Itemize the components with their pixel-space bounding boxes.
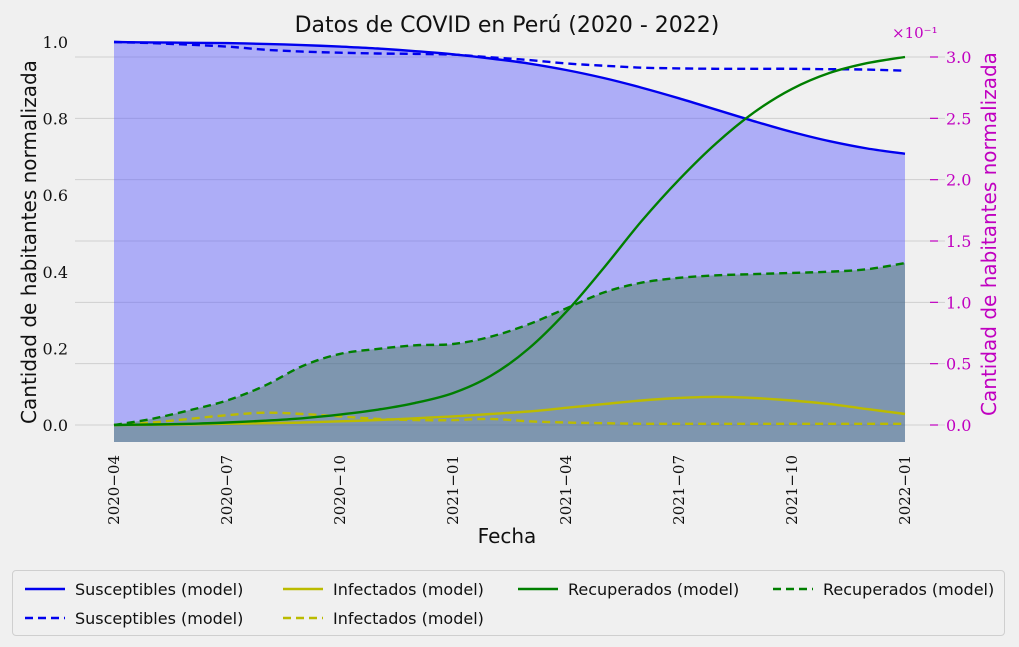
- left-y-tick-label: 0.4: [43, 263, 68, 282]
- legend-label: Susceptibles (model): [75, 608, 244, 628]
- legend-swatch: [25, 587, 65, 591]
- legend-label: Infectados (model): [333, 608, 484, 628]
- x-tick-label: 2022−01: [896, 455, 914, 525]
- series-line-3: [113, 411, 905, 427]
- legend-swatch: [518, 587, 558, 591]
- left-y-tick-label: 0.2: [43, 339, 68, 358]
- right-y-tick-label: 0.5: [946, 355, 971, 374]
- series-fill-0: [114, 42, 905, 442]
- x-tick-label: 2021−01: [444, 455, 462, 525]
- left-y-ticks: 0.0 0.2 0.4 0.6 0.8 1.0: [43, 33, 68, 435]
- legend-label: Recuperados (model): [568, 579, 740, 599]
- series-lines: [113, 40, 906, 427]
- series-line-5: [113, 261, 906, 427]
- x-tick-label: 2020−10: [331, 455, 349, 525]
- x-tick-label: 2021−10: [783, 455, 801, 525]
- legend: Susceptibles (model) Susceptibles (model)…: [12, 570, 1005, 636]
- x-axis-label: Fecha: [478, 524, 537, 548]
- right-y-tick-label: 2.5: [946, 109, 971, 128]
- right-y-tick-label: 2.0: [946, 171, 971, 190]
- legend-swatch: [773, 587, 813, 591]
- x-tick-label: 2020−07: [218, 455, 236, 525]
- right-y-tick-label: 1.0: [946, 293, 971, 312]
- legend-item: Recuperados (model): [773, 577, 994, 601]
- legend-item: Susceptibles (model): [25, 577, 243, 601]
- legend-label: Susceptibles (model): [75, 579, 244, 599]
- gridlines: [75, 56, 945, 426]
- legend-label: Infectados (model): [333, 579, 484, 599]
- legend-item: Infectados (model): [283, 577, 484, 601]
- right-y-tick-label: 1.5: [946, 232, 971, 251]
- left-y-tick-label: 0.0: [43, 416, 68, 435]
- area-fills: [114, 42, 905, 442]
- right-axis-multiplier: ×10⁻¹: [892, 24, 938, 42]
- legend-swatch: [283, 616, 323, 620]
- left-y-tick-label: 0.6: [43, 186, 68, 205]
- chart-title: Datos de COVID en Perú (2020 - 2022): [295, 13, 720, 38]
- x-tick-label: 2021−04: [557, 455, 575, 525]
- series-line-2: [113, 395, 906, 427]
- legend-swatch: [25, 616, 65, 620]
- left-y-tick-label: 1.0: [43, 33, 68, 52]
- right-y-tick-label: 3.0: [946, 48, 971, 67]
- legend-swatch: [283, 587, 323, 591]
- x-tick-label: 2021−07: [670, 455, 688, 525]
- series-line-0: [113, 40, 906, 155]
- x-tick-label: 2020−04: [105, 455, 123, 525]
- legend-label: Recuperados (model): [823, 579, 995, 599]
- legend-item: Susceptibles (model): [25, 606, 243, 630]
- right-y-ticks: 0.0 0.5 1.0 1.5 2.0 2.5 3.0: [930, 48, 971, 435]
- legend-item: Recuperados (model): [518, 577, 739, 601]
- legend-item: Infectados (model): [283, 606, 484, 630]
- right-y-tick-label: 0.0: [946, 416, 971, 435]
- left-y-axis-label: Cantidad de habitantes normalizada: [17, 60, 41, 424]
- series-line-1: [113, 40, 906, 72]
- right-y-axis-label: Cantidad de habitantes normalizada: [977, 52, 1001, 416]
- series-line-4: [113, 55, 906, 427]
- left-y-tick-label: 0.8: [43, 110, 68, 129]
- x-ticks: 2020−04 2020−07 2020−10 2021−01 2021−04 2021−…: [105, 455, 914, 525]
